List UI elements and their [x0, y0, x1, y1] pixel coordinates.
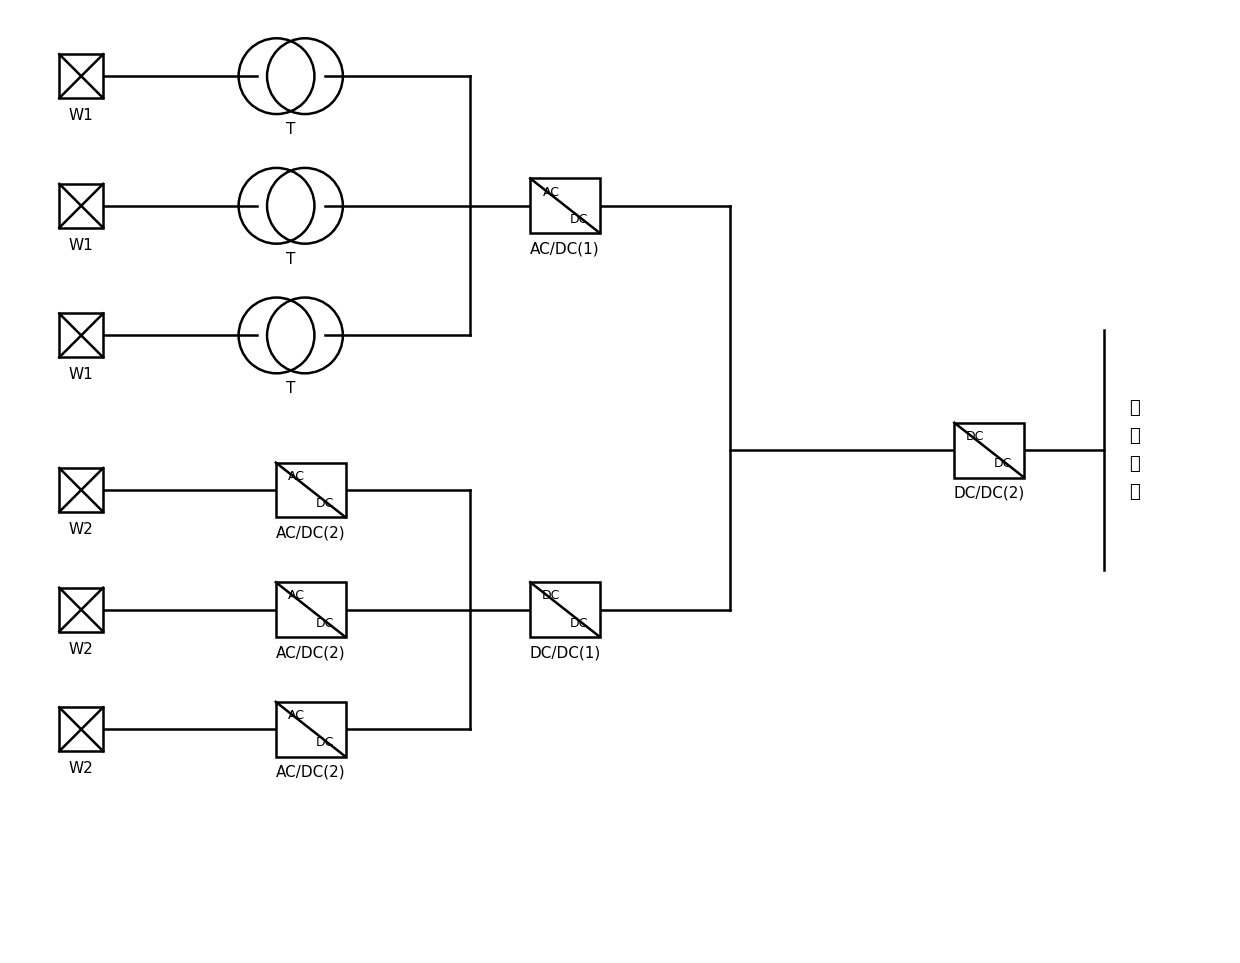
- Bar: [60, 54, 103, 98]
- Text: AC: AC: [288, 470, 305, 482]
- Bar: [955, 423, 1024, 478]
- Bar: [275, 462, 346, 517]
- Text: T: T: [286, 122, 295, 137]
- Text: DC: DC: [315, 497, 334, 510]
- Text: AC/DC(2): AC/DC(2): [275, 645, 346, 660]
- Bar: [531, 178, 600, 233]
- Text: W2: W2: [69, 641, 93, 657]
- Text: W1: W1: [69, 108, 93, 123]
- Text: DC: DC: [994, 457, 1012, 470]
- Text: W1: W1: [69, 367, 93, 382]
- Bar: [531, 583, 600, 638]
- Text: T: T: [286, 251, 295, 267]
- Bar: [60, 314, 103, 357]
- Text: AC: AC: [543, 186, 559, 198]
- Text: DC/DC(1): DC/DC(1): [529, 645, 600, 660]
- Bar: [60, 468, 103, 512]
- Text: AC: AC: [288, 709, 305, 722]
- Text: W1: W1: [69, 238, 93, 252]
- Text: DC: DC: [315, 617, 334, 630]
- Text: DC: DC: [966, 429, 985, 443]
- Text: 直: 直: [1128, 400, 1140, 417]
- Text: DC: DC: [315, 737, 334, 749]
- Bar: [275, 583, 346, 638]
- Text: 电: 电: [1128, 455, 1140, 473]
- Text: DC: DC: [570, 213, 588, 226]
- Text: AC: AC: [288, 589, 305, 603]
- Text: DC: DC: [570, 617, 588, 630]
- Text: AC/DC(1): AC/DC(1): [531, 241, 600, 256]
- Text: AC/DC(2): AC/DC(2): [275, 765, 346, 780]
- Text: DC/DC(2): DC/DC(2): [954, 485, 1024, 501]
- Text: T: T: [286, 381, 295, 397]
- Text: W2: W2: [69, 522, 93, 537]
- Text: AC/DC(2): AC/DC(2): [275, 526, 346, 540]
- Text: 网: 网: [1128, 483, 1140, 501]
- Bar: [60, 587, 103, 632]
- Bar: [275, 702, 346, 757]
- Text: W2: W2: [69, 761, 93, 776]
- Text: 流: 流: [1128, 428, 1140, 445]
- Bar: [60, 184, 103, 227]
- Bar: [60, 708, 103, 751]
- Text: DC: DC: [542, 589, 560, 603]
